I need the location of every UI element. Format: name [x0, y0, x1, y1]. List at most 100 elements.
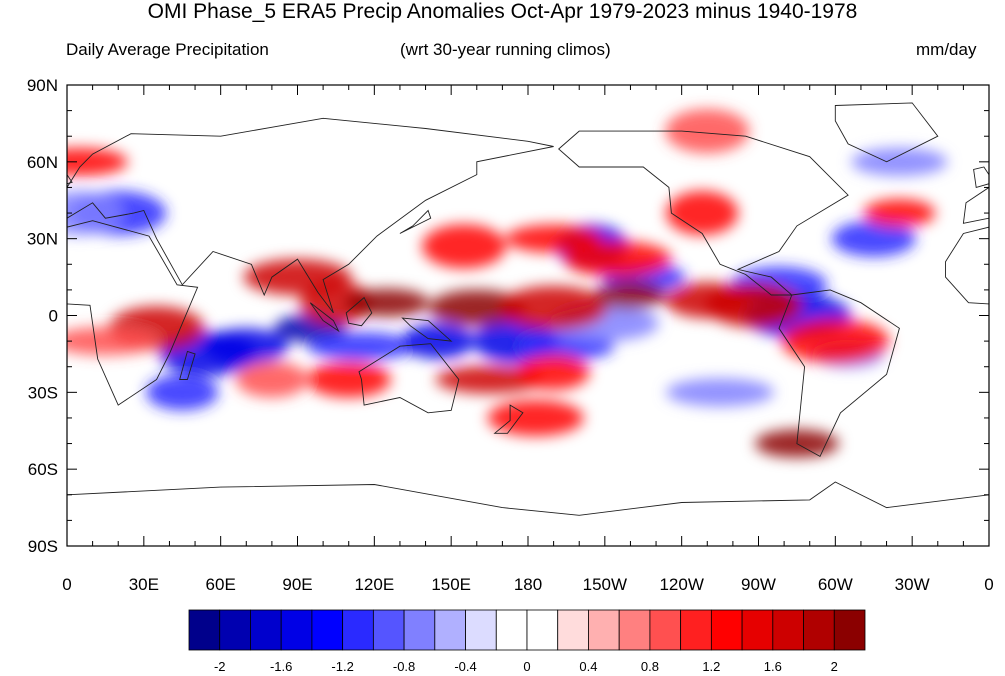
colorbar-label: 2 — [831, 659, 838, 674]
colorbar-label: -0.4 — [454, 659, 476, 674]
colorbar-swatch — [250, 609, 282, 651]
anomaly-blob — [487, 399, 584, 436]
anomaly-blob — [831, 220, 916, 257]
figure-title: OMI Phase_5 ERA5 Precip Anomalies Oct-Ap… — [147, 0, 858, 23]
coastline-greenland — [834, 102, 939, 163]
lon-label: 0 — [62, 575, 71, 594]
coastline-africa — [67, 220, 199, 406]
lon-label: 90W — [741, 575, 776, 594]
subtitle-center: (wrt 30-year running climos) — [400, 40, 611, 59]
lon-label: 60E — [206, 575, 236, 594]
coastline-new-zealand — [493, 404, 524, 434]
colorbar-swatch — [618, 609, 651, 651]
anomaly-blob — [705, 283, 802, 328]
coastline-borneo — [345, 296, 373, 327]
coastline-australia — [358, 343, 460, 414]
anomaly-blob — [499, 285, 608, 330]
coastline-south-america — [778, 289, 900, 458]
coastline-japan — [399, 209, 432, 234]
lat-label: 30S — [28, 383, 58, 402]
longitude-labels: 0 30E 60E 90E 120E 150E 180 150W 120W 90W 60W 30W 0 — [62, 575, 993, 594]
lon-label: 0 — [984, 575, 993, 594]
coastline-north-america — [558, 130, 849, 296]
coastline-africa — [945, 226, 989, 305]
lon-label: 30W — [895, 575, 930, 594]
subtitle-left: Daily Average Precipitation — [66, 40, 269, 59]
colorbar-swatch — [465, 609, 497, 651]
anomaly-blob — [665, 109, 750, 154]
colorbar-swatch — [803, 609, 835, 651]
anomaly-blob — [306, 361, 391, 398]
lon-label: 150E — [431, 575, 471, 594]
lon-label: 150W — [583, 575, 627, 594]
colorbar-swatch — [680, 609, 712, 651]
anomaly-blob — [146, 374, 219, 411]
colorbar-label: -2 — [214, 659, 226, 674]
colorbar: -2 -1.6 -1.2 -0.8 -0.4 0 0.4 0.8 1.2 1.6 2 — [188, 609, 866, 674]
colorbar-swatch — [372, 609, 405, 651]
anomaly-blob — [67, 147, 128, 176]
anomaly-blob — [428, 289, 525, 326]
colorbar-label: -1.2 — [331, 659, 353, 674]
colorbar-swatch — [833, 609, 866, 651]
subtitle-units: mm/day — [916, 40, 977, 59]
anomaly-blob — [666, 191, 739, 236]
coastlines — [67, 102, 989, 546]
anomaly-blob — [781, 319, 890, 364]
axis-ticks — [66, 84, 990, 547]
colorbar-label: 0 — [523, 659, 530, 674]
colorbar-swatch — [188, 609, 221, 651]
anomaly-blob — [594, 281, 667, 310]
lon-label: 180 — [514, 575, 542, 594]
anomaly-blob — [235, 361, 308, 398]
colorbar-swatch — [342, 609, 374, 651]
colorbar-swatch — [526, 609, 559, 651]
colorbar-swatch — [557, 609, 589, 651]
latitude-labels: 90N 60N 30N 0 30S 60S 90S — [27, 76, 58, 556]
coastline-new-guinea — [401, 317, 453, 342]
anomaly-blob — [421, 224, 506, 269]
anomaly-blob — [67, 191, 122, 236]
anomaly-blob — [345, 288, 430, 317]
anomaly-field — [67, 109, 948, 458]
lat-label: 30N — [27, 230, 58, 249]
lon-label: 120E — [354, 575, 394, 594]
colorbar-label: -0.8 — [393, 659, 415, 674]
lat-label: 60N — [27, 153, 58, 172]
colorbar-label: 0.4 — [579, 659, 597, 674]
colorbar-swatch — [495, 609, 528, 651]
coastline-antarctica — [67, 481, 989, 546]
colorbar-label: 0.8 — [641, 659, 659, 674]
lon-label: 60W — [818, 575, 853, 594]
anomaly-blob — [435, 365, 544, 394]
lon-label: 30E — [129, 575, 159, 594]
anomaly-blob — [517, 353, 590, 390]
coastline-madagascar — [179, 350, 196, 380]
colorbar-swatch — [280, 609, 313, 651]
colorbar-swatch — [649, 609, 682, 651]
colorbar-label: 1.6 — [764, 659, 782, 674]
lat-label: 90S — [28, 537, 58, 556]
coastline-europe-asia — [67, 117, 554, 314]
anomaly-blob — [505, 224, 602, 253]
colorbar-swatch — [710, 609, 743, 651]
colorbar-swatch — [772, 609, 804, 651]
colorbar-swatch — [741, 609, 774, 651]
coastline-antarctica — [988, 494, 989, 546]
colorbar-swatch — [434, 609, 466, 651]
anomaly-blob — [851, 147, 948, 176]
colorbar-swatch — [588, 609, 620, 651]
lat-label: 90N — [27, 76, 58, 95]
coastline-uk — [973, 166, 989, 188]
anomaly-blob — [863, 199, 936, 228]
coastline-sumatra — [309, 302, 340, 333]
colorbar-label: -1.6 — [270, 659, 292, 674]
anomaly-blob — [402, 323, 475, 360]
lon-label: 90E — [282, 575, 312, 594]
colorbar-swatch — [311, 609, 344, 651]
lon-label: 120W — [659, 575, 703, 594]
colorbar-swatch — [403, 609, 436, 651]
lat-label: 60S — [28, 460, 58, 479]
anomaly-blob — [67, 327, 160, 356]
